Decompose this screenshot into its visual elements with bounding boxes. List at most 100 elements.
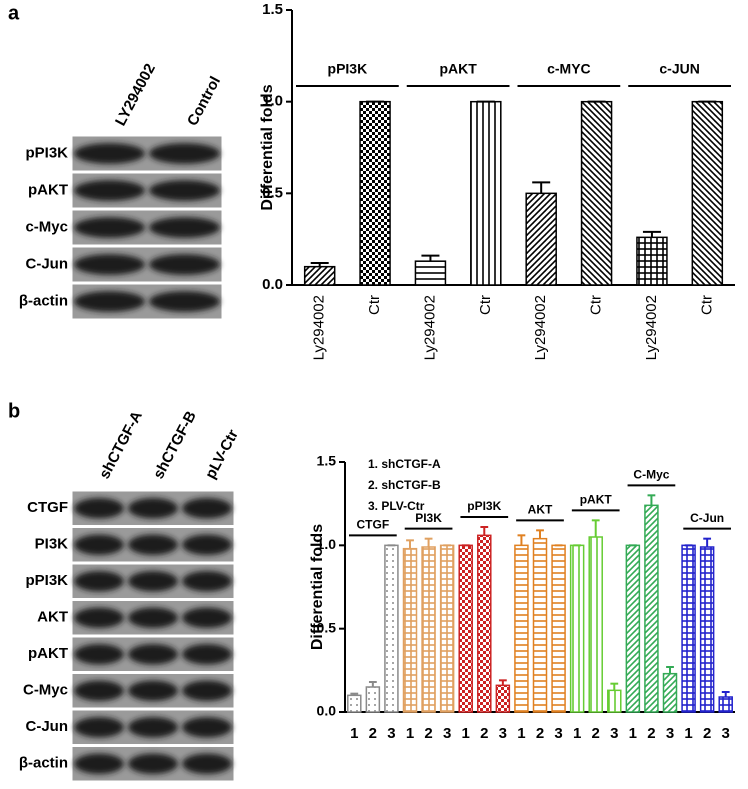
bar xyxy=(495,684,511,713)
blot-row-label: pPI3K xyxy=(25,144,68,161)
y-tick-label: 0.0 xyxy=(317,703,337,719)
x-tick-label: 1 xyxy=(684,725,692,742)
bar xyxy=(636,236,668,286)
blot-band xyxy=(149,180,220,201)
bar xyxy=(470,100,502,286)
bar xyxy=(347,694,362,713)
bar xyxy=(525,192,557,286)
blot-band xyxy=(149,143,220,164)
x-tick-label: Ctr xyxy=(477,295,494,315)
bar xyxy=(532,537,548,713)
blot-band xyxy=(74,753,124,774)
error-bar xyxy=(532,181,551,194)
x-tick-label: 3 xyxy=(554,725,562,742)
x-tick-label: 3 xyxy=(722,725,730,742)
bar xyxy=(402,547,418,713)
x-tick-label: 2 xyxy=(703,725,711,742)
bar xyxy=(303,265,336,286)
blot-band xyxy=(182,717,232,738)
panel-label: a xyxy=(8,2,20,24)
x-tick-label: 2 xyxy=(592,725,600,742)
group-label: pPI3K xyxy=(467,499,501,513)
error-bar xyxy=(721,691,730,697)
bar xyxy=(580,100,613,286)
bar xyxy=(625,544,641,713)
blot-lane-label: pLV-Ctr xyxy=(202,427,242,482)
blot-row-label: CTGF xyxy=(27,499,68,516)
blot-row-label: C-Jun xyxy=(26,255,69,272)
error-bar xyxy=(536,529,544,539)
y-tick-label: 0.0 xyxy=(262,276,283,293)
x-tick-label: 1 xyxy=(573,725,581,742)
legend-entry: 1. shCTGF-A xyxy=(368,457,441,471)
blot-band xyxy=(182,607,232,628)
x-tick-label: Ctr xyxy=(588,295,605,315)
error-bar xyxy=(647,494,656,506)
y-tick-label: 0.5 xyxy=(262,184,283,201)
group-label: pAKT xyxy=(580,493,613,507)
error-bar xyxy=(666,666,674,674)
y-axis-label: Differential folds xyxy=(309,524,326,650)
blot-band xyxy=(182,753,232,774)
x-tick-label: 3 xyxy=(610,725,618,742)
error-bar xyxy=(610,682,619,691)
bar xyxy=(458,544,473,713)
x-tick-label: 1 xyxy=(350,725,358,742)
error-bar xyxy=(406,539,414,549)
bar xyxy=(691,100,724,286)
bar xyxy=(551,544,566,713)
error-bar xyxy=(642,230,661,238)
x-tick-label: 1 xyxy=(406,725,414,742)
error-bar xyxy=(421,254,440,262)
blot-band xyxy=(128,534,178,555)
y-tick-label: 1.0 xyxy=(262,93,283,110)
blot-band xyxy=(74,143,145,164)
bar xyxy=(718,696,733,713)
group-label: C-Myc xyxy=(633,468,669,482)
blot-band xyxy=(74,717,124,738)
error-bar xyxy=(591,519,600,537)
error-bar xyxy=(703,537,712,547)
group-label: pPI3K xyxy=(328,61,368,77)
x-tick-label: 3 xyxy=(387,725,395,742)
x-tick-label: Ctr xyxy=(698,295,715,315)
blot-band xyxy=(74,498,124,519)
x-tick-label: 2 xyxy=(480,725,488,742)
x-tick-label: 1 xyxy=(517,725,525,742)
blot-row-label: AKT xyxy=(37,609,68,626)
blot-lane-label: shCTGF-A xyxy=(96,408,146,482)
x-tick-label: Ly294002 xyxy=(311,295,328,360)
blot-band xyxy=(74,680,124,701)
bar xyxy=(662,672,678,713)
blot-band xyxy=(128,753,178,774)
bar xyxy=(477,534,492,713)
bar xyxy=(699,546,715,713)
error-bar xyxy=(368,681,377,687)
x-tick-label: 2 xyxy=(647,725,655,742)
bar xyxy=(588,536,603,713)
blot-band xyxy=(74,291,145,312)
error-bar xyxy=(424,537,433,547)
error-bar xyxy=(498,679,507,686)
y-tick-label: 0.5 xyxy=(317,619,337,635)
blot-band xyxy=(128,571,178,592)
y-tick-label: 1.5 xyxy=(317,453,337,469)
group-label: c-MYC xyxy=(547,61,591,77)
bar xyxy=(421,546,436,713)
blot-band xyxy=(74,607,124,628)
x-tick-label: 2 xyxy=(369,725,377,742)
blot-row-label: C-Jun xyxy=(26,718,69,735)
error-bar xyxy=(480,526,489,536)
error-bar xyxy=(350,692,359,696)
group-label: C-Jun xyxy=(690,511,724,525)
blot-band xyxy=(74,571,124,592)
bar xyxy=(365,686,381,713)
legend-entry: 2. shCTGF-B xyxy=(368,478,441,492)
x-tick-label: Ly294002 xyxy=(421,295,438,360)
blot-row-label: pAKT xyxy=(28,181,68,198)
x-tick-label: 3 xyxy=(666,725,674,742)
x-tick-label: 1 xyxy=(629,725,637,742)
y-tick-label: 1.0 xyxy=(317,536,337,552)
blot-band xyxy=(128,607,178,628)
bar xyxy=(514,544,529,713)
